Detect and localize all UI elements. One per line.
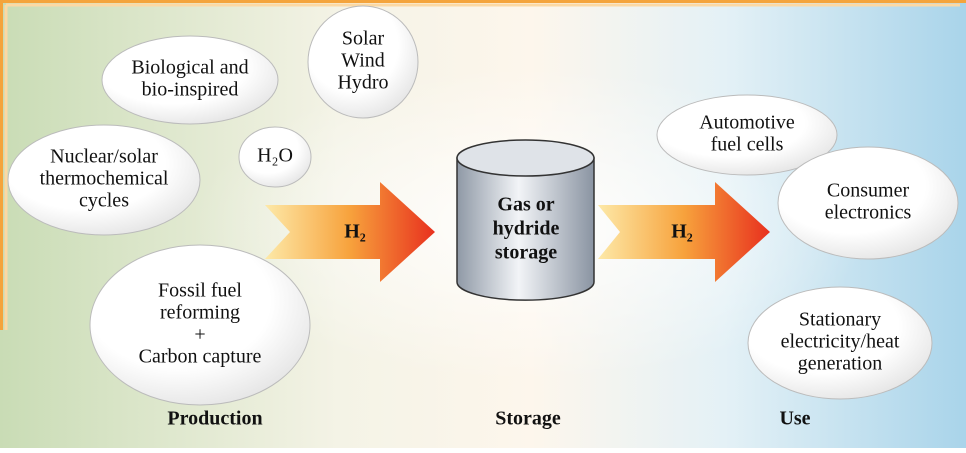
stage-label: Production <box>167 408 262 430</box>
label-line: Fossil fuel <box>158 280 242 302</box>
label-line: Consumer <box>827 180 910 202</box>
diagram: Biological andbio-inspired SolarWindHydro… <box>0 0 966 448</box>
stage-label: Storage <box>495 408 561 430</box>
label-line: generation <box>798 353 882 375</box>
label-line: hydride <box>493 218 560 240</box>
cylinder-top <box>457 140 594 176</box>
label-line: Hydro <box>337 72 388 94</box>
label-line: + <box>194 324 205 346</box>
label-line: H₂O <box>257 145 293 167</box>
label-line: Carbon capture <box>139 346 262 368</box>
label-line: cycles <box>79 190 129 212</box>
label-line: electronics <box>825 202 912 224</box>
label-line: Solar <box>342 28 385 50</box>
label-line: fuel cells <box>711 134 784 156</box>
label-line: Gas or <box>497 194 554 216</box>
arrow-label: H₂ <box>671 221 693 243</box>
label-line: thermochemical <box>40 168 169 190</box>
label-line: Nuclear/solar <box>50 146 158 168</box>
label-line: Wind <box>341 50 385 72</box>
label-line: reforming <box>160 302 240 324</box>
label-line: Automotive <box>699 112 795 134</box>
label-line: storage <box>495 242 557 264</box>
label-line: electricity/heat <box>781 331 900 353</box>
arrow-label: H₂ <box>344 221 366 243</box>
label-line: bio-inspired <box>142 79 239 101</box>
label-line: Biological and <box>131 57 248 79</box>
stage-label: Use <box>779 408 810 430</box>
label-line: Stationary <box>799 309 881 331</box>
